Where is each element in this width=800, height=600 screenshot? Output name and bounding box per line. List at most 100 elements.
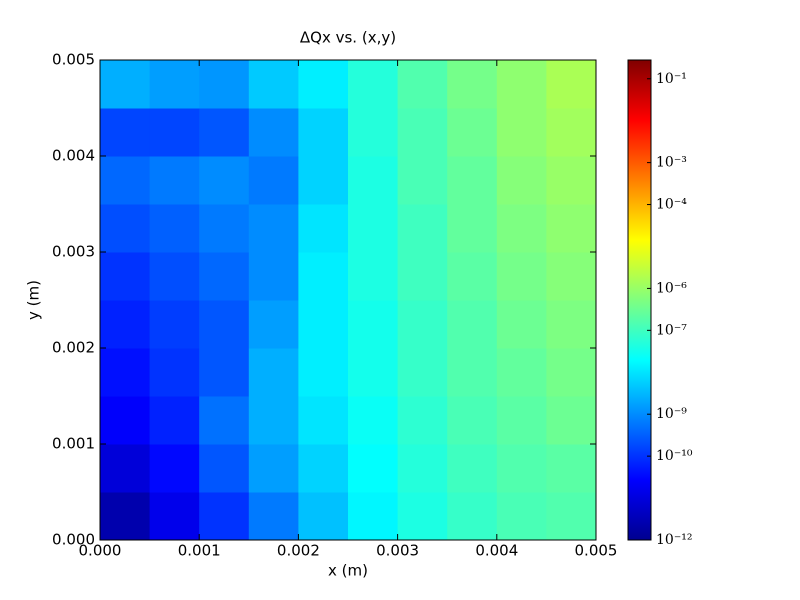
heatmap-cell	[199, 108, 250, 157]
heatmap-cell	[348, 156, 399, 205]
heatmap-cell	[546, 108, 597, 157]
heatmap-cell	[248, 60, 299, 109]
heatmap-cell	[496, 492, 547, 541]
heatmap-cell	[298, 156, 349, 205]
heatmap-cell	[149, 108, 200, 157]
heatmap-cell	[546, 444, 597, 493]
heatmap-cell	[397, 204, 448, 253]
heatmap-cell	[149, 444, 200, 493]
heatmap-cell	[298, 204, 349, 253]
heatmap-cell	[149, 156, 200, 205]
heatmap-cell	[348, 444, 399, 493]
y-tick-label: 0.001	[52, 435, 95, 453]
heatmap-cell	[100, 396, 151, 445]
heatmap-cell	[447, 60, 498, 109]
colorbar-tick-label: 10⁻¹⁰	[656, 448, 693, 464]
heatmap-cell	[100, 492, 151, 541]
colorbar	[627, 59, 652, 541]
heatmap-cell	[298, 348, 349, 397]
heatmap-cell	[100, 60, 151, 109]
chart-title: ΔQx vs. (x,y)	[300, 29, 396, 47]
x-axis-label: x (m)	[328, 562, 368, 580]
heatmap-cell	[199, 252, 250, 301]
heatmap-cell	[298, 60, 349, 109]
heatmap-cell	[199, 396, 250, 445]
heatmap-cell	[298, 492, 349, 541]
heatmap-cell	[397, 300, 448, 349]
heatmap-cell	[248, 348, 299, 397]
heatmap-cell	[248, 444, 299, 493]
heatmap-cell	[248, 204, 299, 253]
heatmap-cell	[100, 204, 151, 253]
heatmap-cell	[496, 204, 547, 253]
heatmap-cell	[248, 492, 299, 541]
heatmap-cell	[447, 204, 498, 253]
heatmap-cell	[496, 156, 547, 205]
heatmap-cell	[546, 252, 597, 301]
heatmap-cell	[298, 396, 349, 445]
heatmap-cell	[348, 300, 399, 349]
heatmap-cell	[348, 204, 399, 253]
heatmap-cell	[100, 108, 151, 157]
heatmap-cell	[100, 252, 151, 301]
heatmap-cell	[149, 204, 200, 253]
plot-frame	[99, 59, 597, 541]
heatmap-cell	[248, 300, 299, 349]
colorbar-tick-label: 10⁻⁷	[656, 322, 687, 338]
heatmap-cell	[348, 396, 399, 445]
colorbar-ticks: 10⁻¹² 10⁻¹⁰ 10⁻⁹ 10⁻⁷ 10⁻⁶ 10⁻⁴ 10⁻³ 10⁻¹	[647, 71, 693, 548]
heatmap-cell	[447, 252, 498, 301]
heatmap-cell	[298, 300, 349, 349]
heatmap-cell	[100, 156, 151, 205]
heatmap-cell	[496, 60, 547, 109]
heatmap-cell	[397, 156, 448, 205]
x-tick-label: 0.000	[79, 542, 122, 560]
y-tick-label: 0.002	[52, 339, 95, 357]
heatmap-cell	[149, 396, 200, 445]
heatmap-cell	[348, 108, 399, 157]
heatmap-cell	[447, 444, 498, 493]
heatmap-cell	[348, 492, 399, 541]
colorbar-tick-label: 10⁻⁴	[656, 197, 687, 213]
colorbar-tick-label: 10⁻³	[656, 155, 687, 171]
heatmap-cell	[298, 444, 349, 493]
x-tick-label: 0.003	[376, 542, 419, 560]
y-axis-label: y (m)	[25, 280, 43, 320]
heatmap-cell	[298, 252, 349, 301]
heatmap-cell	[248, 252, 299, 301]
heatmap-cell	[447, 300, 498, 349]
colorbar-tick-label: 10⁻¹	[656, 71, 687, 87]
ticks: 0.000 0.001 0.002 0.003 0.004 0.005 0.000 0.001…	[52, 51, 617, 560]
heatmap-cell	[199, 300, 250, 349]
x-tick-label: 0.001	[178, 542, 221, 560]
heatmap-cell	[397, 492, 448, 541]
heatmap-cell	[149, 300, 200, 349]
y-tick-label: 0.004	[52, 147, 95, 165]
heatmap-cell	[348, 60, 399, 109]
heatmap-cell	[447, 348, 498, 397]
heatmap-cell	[397, 348, 448, 397]
heatmap-cell	[248, 108, 299, 157]
heatmap-cell	[149, 252, 200, 301]
y-tick-label: 0.000	[52, 531, 95, 549]
heatmap-cell	[149, 492, 200, 541]
heatmap-cell	[348, 252, 399, 301]
heatmap-cell	[496, 300, 547, 349]
y-tick-label: 0.003	[52, 243, 95, 261]
colorbar-tick-label: 10⁻⁹	[656, 406, 687, 422]
heatmap-cell	[248, 396, 299, 445]
heatmap-cell	[199, 348, 250, 397]
x-tick-label: 0.004	[475, 542, 518, 560]
heatmap-cell	[298, 108, 349, 157]
heatmap-cell	[546, 156, 597, 205]
heatmap-cell	[546, 492, 597, 541]
heatmap-cell	[496, 108, 547, 157]
heatmap-cell	[199, 60, 250, 109]
x-tick-label: 0.005	[575, 542, 618, 560]
heatmap-cell	[149, 60, 200, 109]
heatmap-cell	[397, 60, 448, 109]
colorbar-tick-label: 10⁻¹²	[656, 532, 692, 548]
heatmap-cell	[199, 492, 250, 541]
heatmap-cell	[100, 300, 151, 349]
